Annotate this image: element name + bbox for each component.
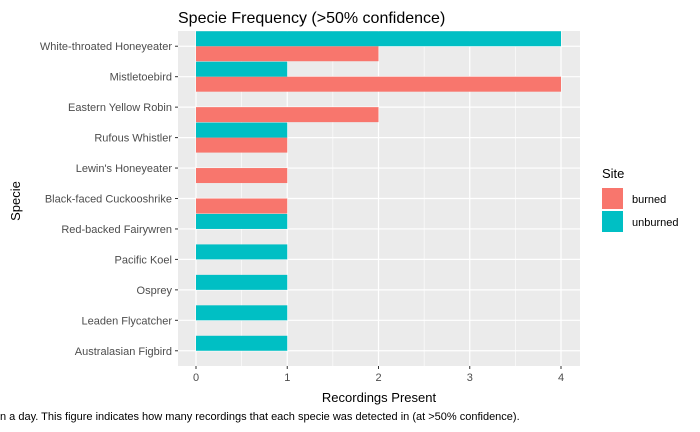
bar-unburned bbox=[196, 213, 288, 229]
bar-unburned bbox=[196, 305, 288, 321]
bar-burned bbox=[196, 107, 379, 123]
bar-unburned bbox=[196, 31, 561, 47]
bar-burned bbox=[196, 76, 561, 92]
bar-burned bbox=[196, 168, 288, 184]
y-tick-label: Black-faced Cuckooshrike bbox=[45, 194, 172, 206]
bar-unburned bbox=[196, 122, 288, 138]
y-tick-label: Leaden Flycatcher bbox=[82, 315, 173, 327]
y-axis-ticks: White-throated Honeyeater Mistletoebird Ea… bbox=[40, 41, 178, 358]
legend: Site burned unburned bbox=[602, 166, 679, 232]
bar-unburned bbox=[196, 244, 288, 260]
x-axis-ticks: 0 1 2 3 4 bbox=[193, 366, 564, 384]
y-tick-label: Red-backed Fairywren bbox=[61, 224, 172, 236]
bars bbox=[196, 31, 561, 351]
x-tick-label: 0 bbox=[193, 372, 199, 384]
x-tick-label: 4 bbox=[558, 372, 564, 384]
y-axis-title: Specie bbox=[8, 181, 23, 221]
bar-burned bbox=[196, 46, 379, 62]
bar-unburned bbox=[196, 335, 288, 351]
legend-title: Site bbox=[602, 166, 624, 181]
bar-burned bbox=[196, 137, 288, 153]
x-axis-title: Recordings Present bbox=[322, 390, 437, 405]
x-tick-label: 1 bbox=[284, 372, 290, 384]
legend-label-unburned: unburned bbox=[632, 217, 679, 229]
bar-unburned bbox=[196, 61, 288, 77]
caption: n a day. This figure indicates how many … bbox=[0, 411, 520, 423]
legend-key-burned bbox=[602, 188, 623, 209]
bar-unburned bbox=[196, 274, 288, 290]
y-tick-label: Osprey bbox=[137, 285, 173, 297]
chart-title: Specie Frequency (>50% confidence) bbox=[178, 10, 445, 27]
x-tick-label: 2 bbox=[375, 372, 381, 384]
legend-label-burned: burned bbox=[632, 194, 666, 206]
y-tick-label: Pacific Koel bbox=[115, 254, 172, 266]
y-tick-label: Rufous Whistler bbox=[94, 133, 172, 145]
legend-key-unburned bbox=[602, 211, 623, 232]
y-tick-label: Australasian Figbird bbox=[75, 346, 172, 358]
y-tick-label: Eastern Yellow Robin bbox=[68, 102, 172, 114]
x-tick-label: 3 bbox=[467, 372, 473, 384]
bar-burned bbox=[196, 198, 288, 214]
y-tick-label: Lewin's Honeyeater bbox=[76, 163, 173, 175]
y-tick-label: Mistletoebird bbox=[110, 72, 172, 84]
y-tick-label: White-throated Honeyeater bbox=[40, 41, 172, 53]
